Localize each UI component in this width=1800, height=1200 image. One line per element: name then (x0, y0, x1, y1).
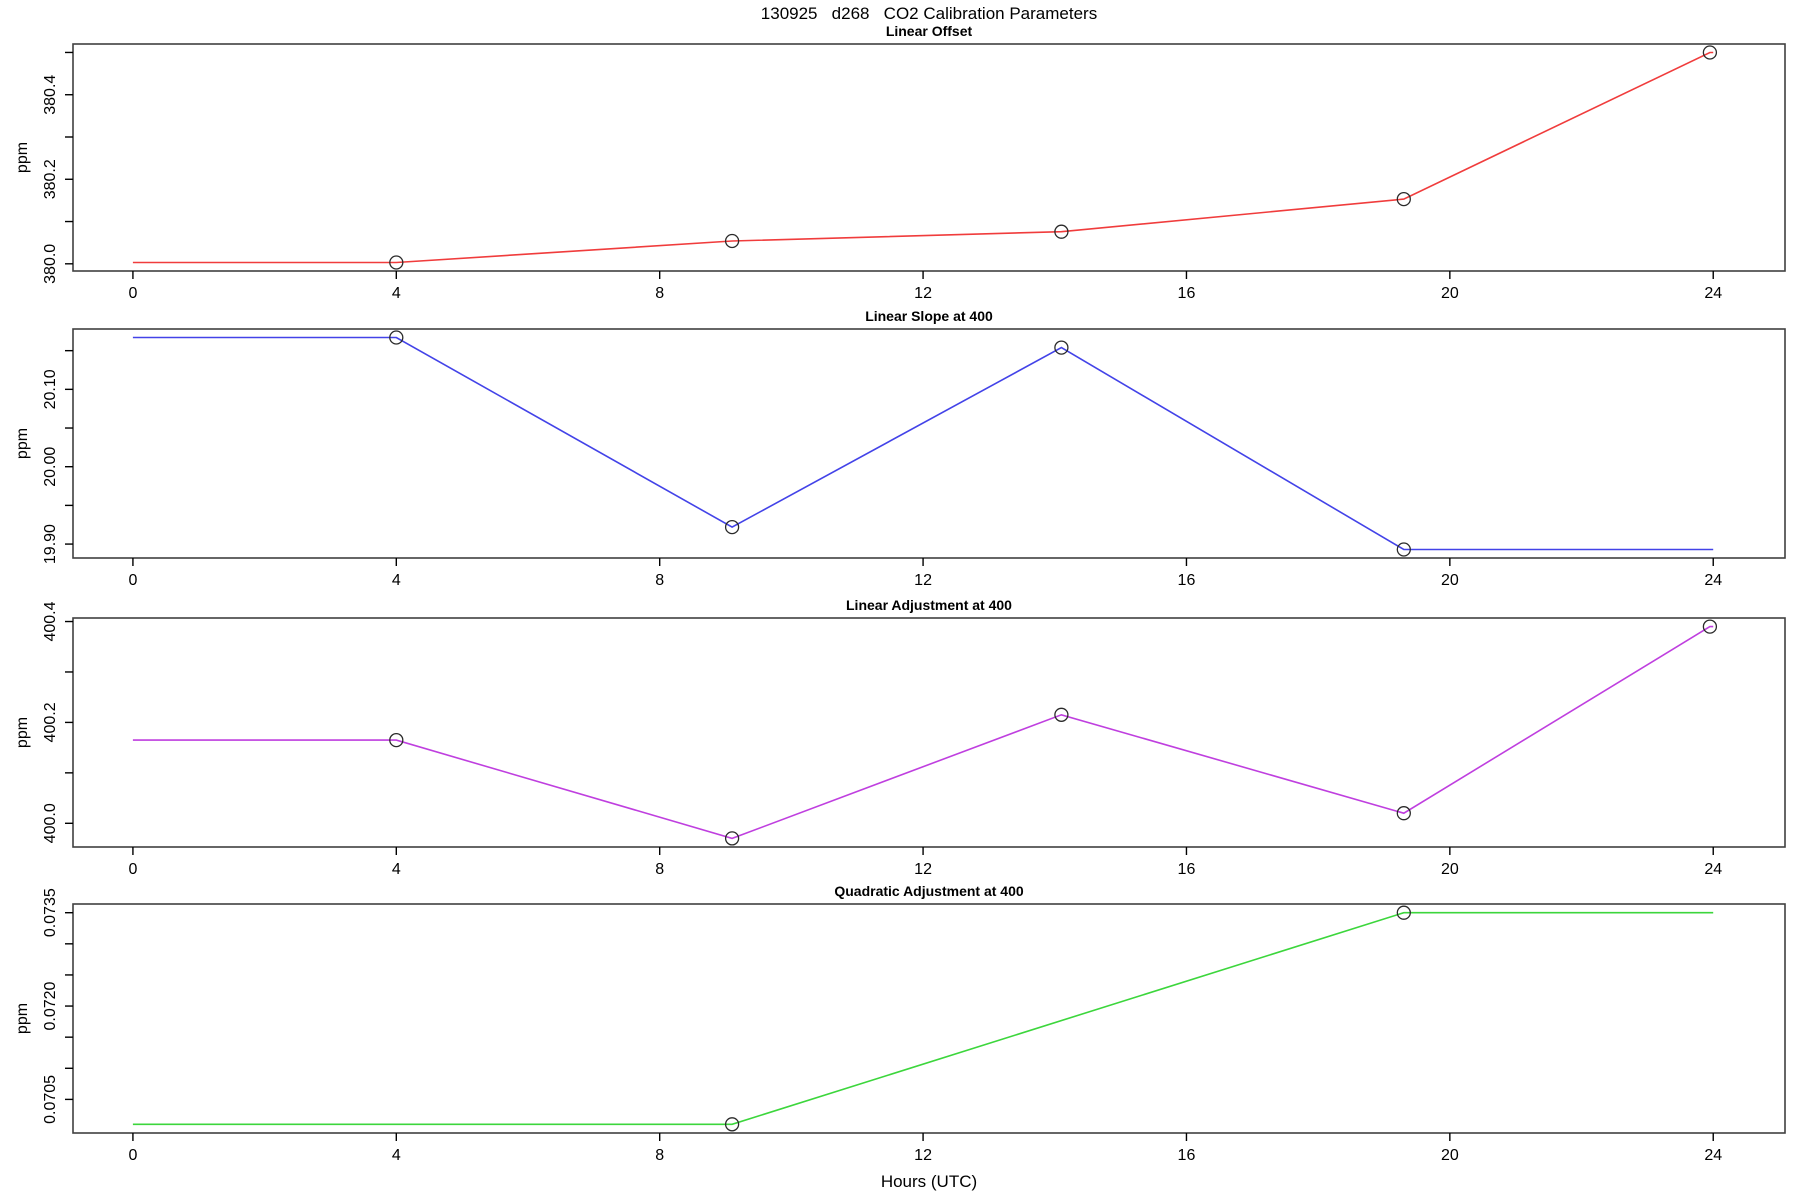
x-tick-label: 0 (128, 861, 137, 878)
x-tick-label: 20 (1441, 285, 1459, 302)
x-tick-label: 8 (655, 861, 664, 878)
x-tick-label: 24 (1704, 1147, 1722, 1164)
x-tick-label: 0 (128, 572, 137, 589)
y-tick-label: 400.0 (42, 803, 59, 843)
x-tick-label: 16 (1178, 285, 1196, 302)
y-tick-label: 380.0 (42, 244, 59, 284)
panel-title: Linear Adjustment at 400 (846, 597, 1012, 613)
x-tick-label: 8 (655, 1147, 664, 1164)
x-tick-label: 20 (1441, 861, 1459, 878)
y-tick-label: 380.2 (42, 159, 59, 199)
panel-1: Linear Slope at 400 0 4 8 12 16 20 24 19.90 20.00… (14, 308, 1786, 589)
series-line (132, 625, 1714, 840)
x-tick-label: 12 (914, 861, 932, 878)
y-tick-label: 19.90 (42, 524, 59, 564)
y-axis-label: ppm (14, 428, 31, 459)
x-tick-label: 8 (655, 285, 664, 302)
series-line (132, 336, 1714, 551)
y-tick-label: 0.0720 (42, 981, 59, 1030)
data-point-marker (1396, 806, 1411, 821)
panel-0: Linear Offset 0 4 8 12 16 20 24 380.0 380.2 380.4 p… (14, 23, 1786, 302)
x-tick-label: 12 (914, 572, 932, 589)
data-point-marker (724, 831, 740, 846)
data-point-marker (1396, 905, 1411, 920)
data-point-marker (389, 255, 404, 270)
data-point-marker (1396, 542, 1411, 557)
data-point-marker (1702, 619, 1718, 634)
x-tick-label: 8 (655, 572, 664, 589)
panel-title: Quadratic Adjustment at 400 (834, 883, 1024, 899)
panel-3: Quadratic Adjustment at 400 0 4 8 12 16 20 24 0.… (14, 883, 1786, 1164)
plot-box (72, 328, 1786, 559)
y-tick-label: 400.4 (42, 601, 59, 641)
x-tick-label: 24 (1704, 285, 1722, 302)
data-point-marker (1396, 191, 1411, 207)
y-axis-label: ppm (14, 142, 31, 173)
x-tick-label: 24 (1704, 861, 1722, 878)
x-tick-label: 4 (392, 285, 401, 302)
x-tick-label: 16 (1178, 572, 1196, 589)
x-tick-label: 20 (1441, 1147, 1459, 1164)
y-tick-label: 400.2 (42, 702, 59, 742)
y-axis-label: ppm (14, 717, 31, 748)
chart-title: 130925 d268 CO2 Calibration Parameters (760, 4, 1098, 23)
data-point-marker (1054, 340, 1069, 355)
x-tick-label: 16 (1178, 861, 1196, 878)
data-point-marker (1702, 45, 1718, 60)
plot-box (72, 903, 1786, 1134)
y-tick-label: 380.4 (42, 75, 59, 115)
x-tick-label: 24 (1704, 572, 1722, 589)
x-tick-label: 16 (1178, 1147, 1196, 1164)
panel-title: Linear Slope at 400 (865, 308, 993, 324)
series-line (132, 911, 1714, 1126)
x-tick-label: 0 (128, 285, 137, 302)
data-point-marker (389, 732, 404, 748)
data-point-marker (724, 233, 740, 249)
data-point-marker (724, 1117, 740, 1132)
panel-title: Linear Offset (886, 23, 973, 39)
y-tick-label: 0.0735 (42, 888, 59, 937)
panel-2: Linear Adjustment at 400 0 4 8 12 16 20 24 400.0… (14, 597, 1786, 878)
x-axis-label: Hours (UTC) (880, 1172, 978, 1191)
y-tick-label: 0.0705 (42, 1075, 59, 1124)
plot-box (72, 617, 1786, 848)
data-point-marker (1054, 707, 1069, 722)
y-tick-label: 20.00 (42, 447, 59, 487)
x-tick-label: 4 (392, 861, 401, 878)
data-point-marker (1054, 224, 1069, 239)
plot-box (72, 43, 1786, 272)
x-tick-label: 0 (128, 1147, 137, 1164)
x-tick-label: 4 (392, 1147, 401, 1164)
data-point-marker (724, 519, 740, 535)
y-axis-label: ppm (14, 1003, 31, 1034)
data-point-marker (389, 330, 404, 345)
y-tick-label: 20.10 (42, 369, 59, 409)
x-tick-label: 20 (1441, 572, 1459, 589)
series-line (132, 51, 1714, 264)
x-tick-label: 12 (914, 285, 932, 302)
x-tick-label: 12 (914, 1147, 932, 1164)
x-tick-label: 4 (392, 572, 401, 589)
